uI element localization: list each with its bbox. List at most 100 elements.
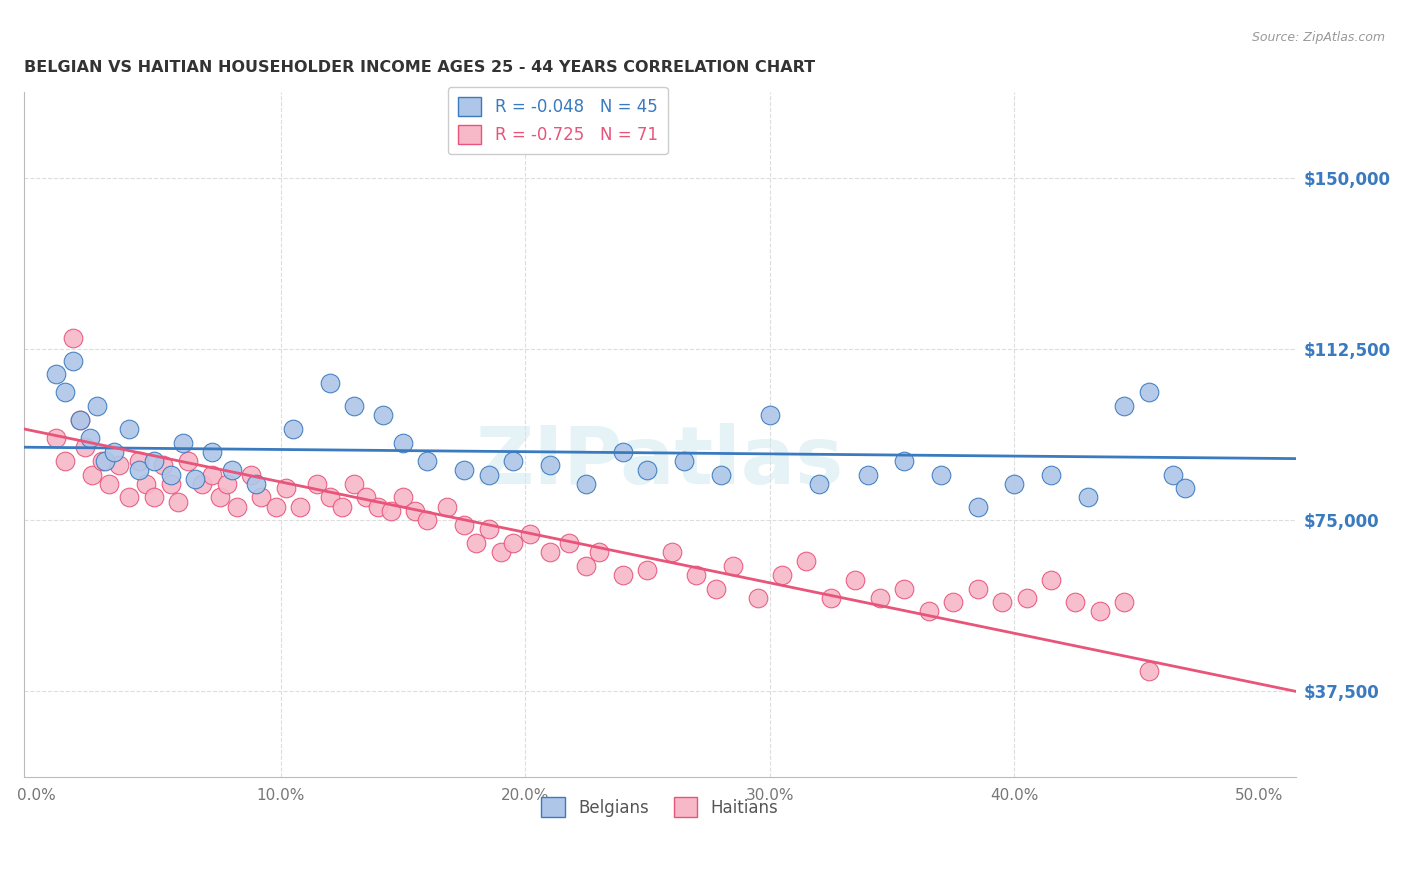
Point [69,413,91,427]
Point [588,545,610,559]
Point [844,573,866,587]
Point [330,500,353,514]
Point [45,431,67,445]
Point [118,422,141,436]
Point [281,422,304,436]
Point [477,522,499,536]
Text: BELGIAN VS HAITIAN HOUSEHOLDER INCOME AGES 25 - 44 YEARS CORRELATION CHART: BELGIAN VS HAITIAN HOUSEHOLDER INCOME AG… [24,60,815,75]
Point [1015,591,1038,605]
Point [318,376,340,391]
Point [502,536,524,550]
Point [758,409,780,423]
Point [191,476,214,491]
Point [453,463,475,477]
Legend: Belgians, Haitians: Belgians, Haitians [534,790,785,823]
Text: Source: ZipAtlas.com: Source: ZipAtlas.com [1251,31,1385,45]
Point [250,491,273,505]
Point [416,454,439,468]
Point [1088,604,1111,618]
Point [673,454,696,468]
Point [142,454,165,468]
Point [201,467,224,482]
Point [69,413,91,427]
Point [436,500,458,514]
Point [796,554,818,568]
Point [201,444,224,458]
Point [167,495,190,509]
Point [1002,476,1025,491]
Point [93,454,115,468]
Point [489,545,512,559]
Point [966,500,988,514]
Point [710,467,733,482]
Text: ZIPatlas: ZIPatlas [475,423,844,501]
Point [128,463,150,477]
Point [661,545,683,559]
Point [373,409,395,423]
Point [98,476,121,491]
Point [856,467,879,482]
Point [392,435,415,450]
Point [367,500,389,514]
Point [575,558,598,573]
Point [416,513,439,527]
Point [538,458,561,473]
Point [820,591,842,605]
Point [477,467,499,482]
Point [208,491,231,505]
Point [264,500,287,514]
Point [221,463,243,477]
Point [215,476,238,491]
Point [356,491,378,505]
Point [62,353,84,368]
Point [502,454,524,468]
Point [519,527,541,541]
Point [152,458,174,473]
Point [612,568,634,582]
Point [453,517,475,532]
Point [55,385,77,400]
Point [177,454,200,468]
Point [1040,467,1063,482]
Point [575,476,598,491]
Point [307,476,329,491]
Point [991,595,1014,609]
Point [1077,491,1099,505]
Point [929,467,952,482]
Point [869,591,891,605]
Point [747,591,769,605]
Point [172,435,194,450]
Point [1137,664,1160,678]
Point [79,431,101,445]
Point [55,454,77,468]
Point [45,367,67,381]
Point [240,467,263,482]
Point [1114,595,1136,609]
Point [159,467,181,482]
Point [721,558,744,573]
Point [73,440,96,454]
Point [290,500,312,514]
Point [1174,481,1197,495]
Point [380,504,402,518]
Point [1161,467,1184,482]
Point [142,491,165,505]
Point [558,536,581,550]
Point [343,399,366,413]
Point [612,444,634,458]
Point [62,331,84,345]
Point [103,444,125,458]
Point [245,476,267,491]
Point [318,491,340,505]
Point [1137,385,1160,400]
Point [91,454,114,468]
Point [637,563,659,577]
Point [918,604,941,618]
Point [770,568,793,582]
Point [128,454,150,468]
Point [108,458,131,473]
Point [1040,573,1063,587]
Point [392,491,415,505]
Point [538,545,561,559]
Point [225,500,247,514]
